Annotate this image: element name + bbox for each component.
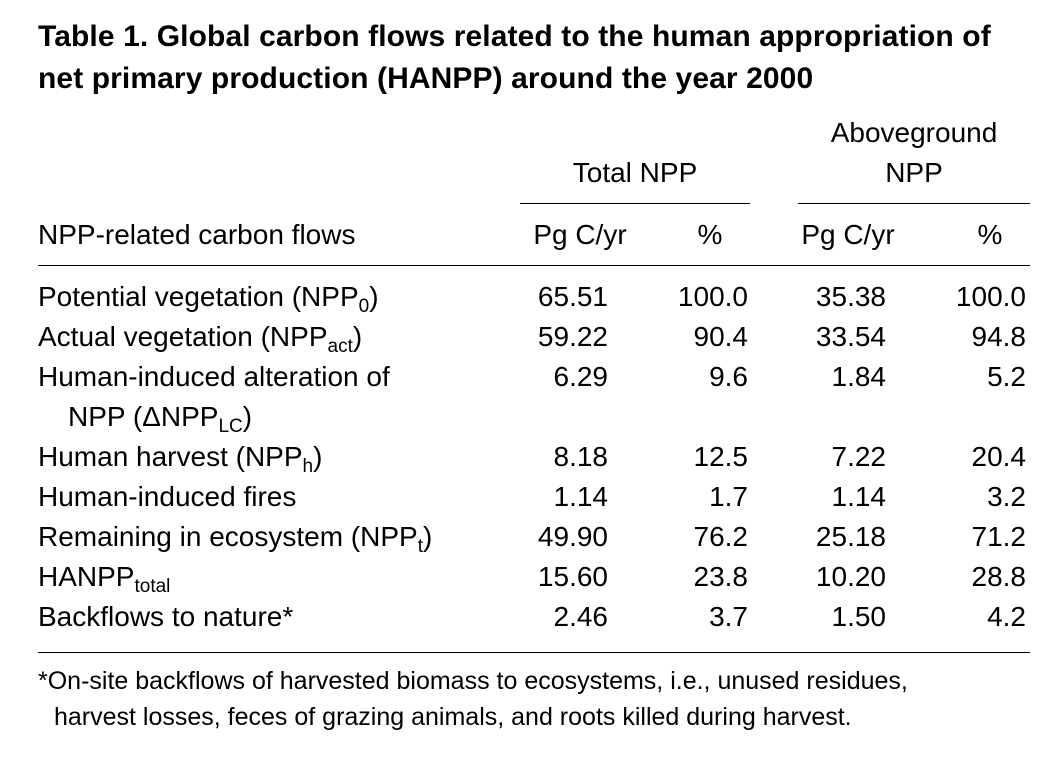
row-label-subscript: LC — [218, 416, 243, 437]
cell-above-pgc: 10.20 — [815, 561, 886, 592]
cell-total-pgc: 1.14 — [553, 481, 609, 512]
header-total-percent: % — [697, 219, 723, 250]
cell-above-pgc: 33.54 — [815, 321, 886, 352]
row-label: Human-induced alteration of — [38, 360, 390, 394]
cell-above-pgc: 7.22 — [831, 441, 887, 472]
header-aboveground-line1: Aboveground — [830, 117, 998, 148]
cell-total-percent: 12.5 — [693, 441, 749, 472]
row-label: Human-induced fires — [38, 480, 296, 514]
cell-total-percent: 1.7 — [709, 481, 748, 512]
row-label-tail: ) — [422, 521, 433, 552]
cell-total-percent: 90.4 — [693, 321, 749, 352]
row-label-text: Human harvest (NPP — [38, 441, 303, 472]
cell-above-percent: 5.2 — [987, 361, 1026, 392]
header-total-npp: Total NPP — [572, 157, 698, 188]
cell-total-pgc: 6.29 — [553, 361, 609, 392]
row-label-subscript: h — [302, 456, 314, 477]
header-above-unit: Pg C/yr — [801, 219, 895, 250]
cell-total-pgc: 15.60 — [537, 561, 608, 592]
row-label: Potential vegetation (NPP0) — [38, 280, 379, 317]
group-rule-total — [520, 203, 750, 204]
row-label-subscript: total — [134, 576, 171, 597]
header-rule — [38, 265, 1030, 266]
row-label: Actual vegetation (NPPact) — [38, 320, 363, 357]
bottom-rule — [38, 652, 1030, 653]
cell-above-pgc: 1.14 — [831, 481, 887, 512]
cell-above-percent: 3.2 — [987, 481, 1026, 512]
row-label-text: Backflows to nature* — [38, 601, 294, 632]
footnote-line1: *On-site backflows of harvested biomass … — [38, 667, 908, 695]
cell-total-pgc: 49.90 — [537, 521, 608, 552]
row-label-subscript: 0 — [358, 296, 370, 317]
cell-total-percent: 76.2 — [693, 521, 749, 552]
row-label-text: Remaining in ecosystem (NPP — [38, 521, 418, 552]
cell-total-pgc: 2.46 — [553, 601, 609, 632]
cell-total-percent: 100.0 — [677, 281, 748, 312]
header-row-label: NPP-related carbon flows — [38, 219, 356, 250]
cell-above-pgc: 35.38 — [815, 281, 886, 312]
row-label-tail: ) — [313, 441, 323, 472]
header-total-unit: Pg C/yr — [533, 219, 627, 250]
row-label: Backflows to nature* — [38, 600, 293, 634]
row-label-tail: ) — [242, 401, 253, 432]
table-title: Table 1. Global carbon flows related to … — [38, 20, 991, 95]
row-label: Human harvest (NPPh) — [38, 440, 323, 477]
cell-above-percent: 20.4 — [971, 441, 1027, 472]
cell-total-pgc: 8.18 — [553, 441, 609, 472]
cell-total-percent: 3.7 — [709, 601, 748, 632]
row-label-text: Actual vegetation (NPP — [38, 321, 328, 352]
row-label-text: Human-induced alteration of — [38, 361, 390, 392]
cell-above-percent: 71.2 — [971, 521, 1027, 552]
cell-above-pgc: 1.50 — [831, 601, 887, 632]
cell-above-percent: 28.8 — [971, 561, 1027, 592]
row-label: HANPPtotal — [38, 560, 171, 597]
row-label-tail: ) — [369, 281, 379, 312]
row-label-subscript: act — [327, 336, 353, 357]
footnote-line2: harvest losses, feces of grazing animals… — [54, 703, 852, 731]
cell-above-percent: 94.8 — [971, 321, 1027, 352]
row-label-subscript: t — [417, 536, 423, 557]
cell-total-percent: 23.8 — [693, 561, 749, 592]
cell-total-percent: 9.6 — [709, 361, 748, 392]
row-label-tail: ) — [352, 321, 363, 352]
cell-total-pgc: 59.22 — [537, 321, 608, 352]
row-label: Remaining in ecosystem (NPPt) — [38, 520, 433, 557]
row-label-text: NPP (ΔNPP — [68, 401, 219, 432]
row-label-text: HANPP — [38, 561, 135, 592]
group-rule-aboveground — [798, 203, 1030, 204]
row-label-text: Potential vegetation (NPP — [38, 281, 359, 312]
header-aboveground-line2: NPP — [885, 157, 943, 188]
cell-above-pgc: 1.84 — [831, 361, 887, 392]
cell-total-pgc: 65.51 — [537, 281, 608, 312]
row-label: NPP (ΔNPPLC) — [68, 400, 253, 437]
cell-above-percent: 100.0 — [955, 281, 1026, 312]
header-above-percent: % — [977, 219, 1003, 250]
cell-above-pgc: 25.18 — [815, 521, 886, 552]
row-label-text: Human-induced fires — [38, 481, 297, 512]
cell-above-percent: 4.2 — [987, 601, 1026, 632]
